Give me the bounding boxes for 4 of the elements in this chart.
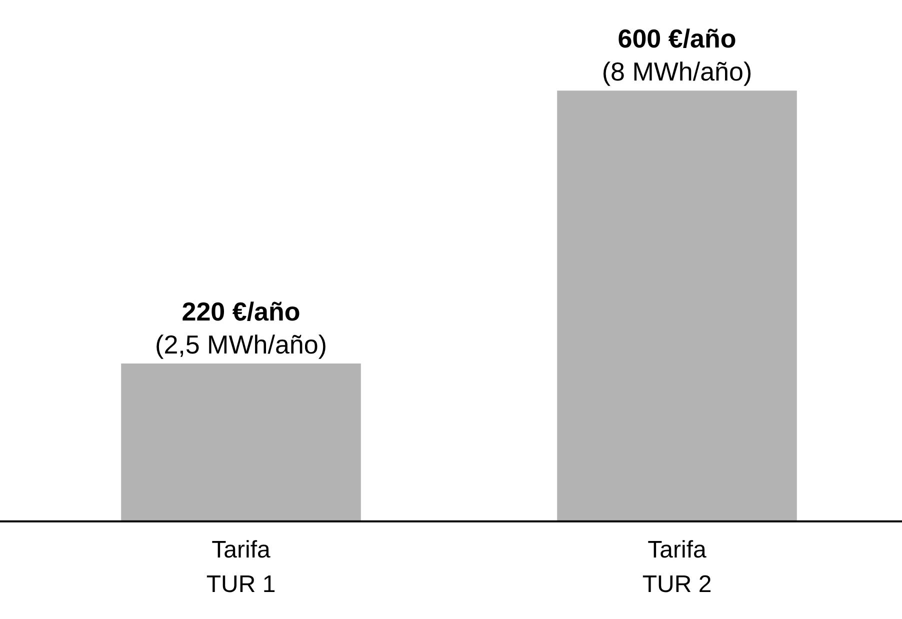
x-tick-label: Tarifa TUR 2	[642, 536, 712, 598]
x-tick-label: Tarifa TUR 1	[206, 536, 276, 598]
data-label: 600 €/año (8 MWh/año)	[602, 24, 752, 87]
data-label: 220 €/año (2,5 MWh/año)	[155, 296, 327, 360]
